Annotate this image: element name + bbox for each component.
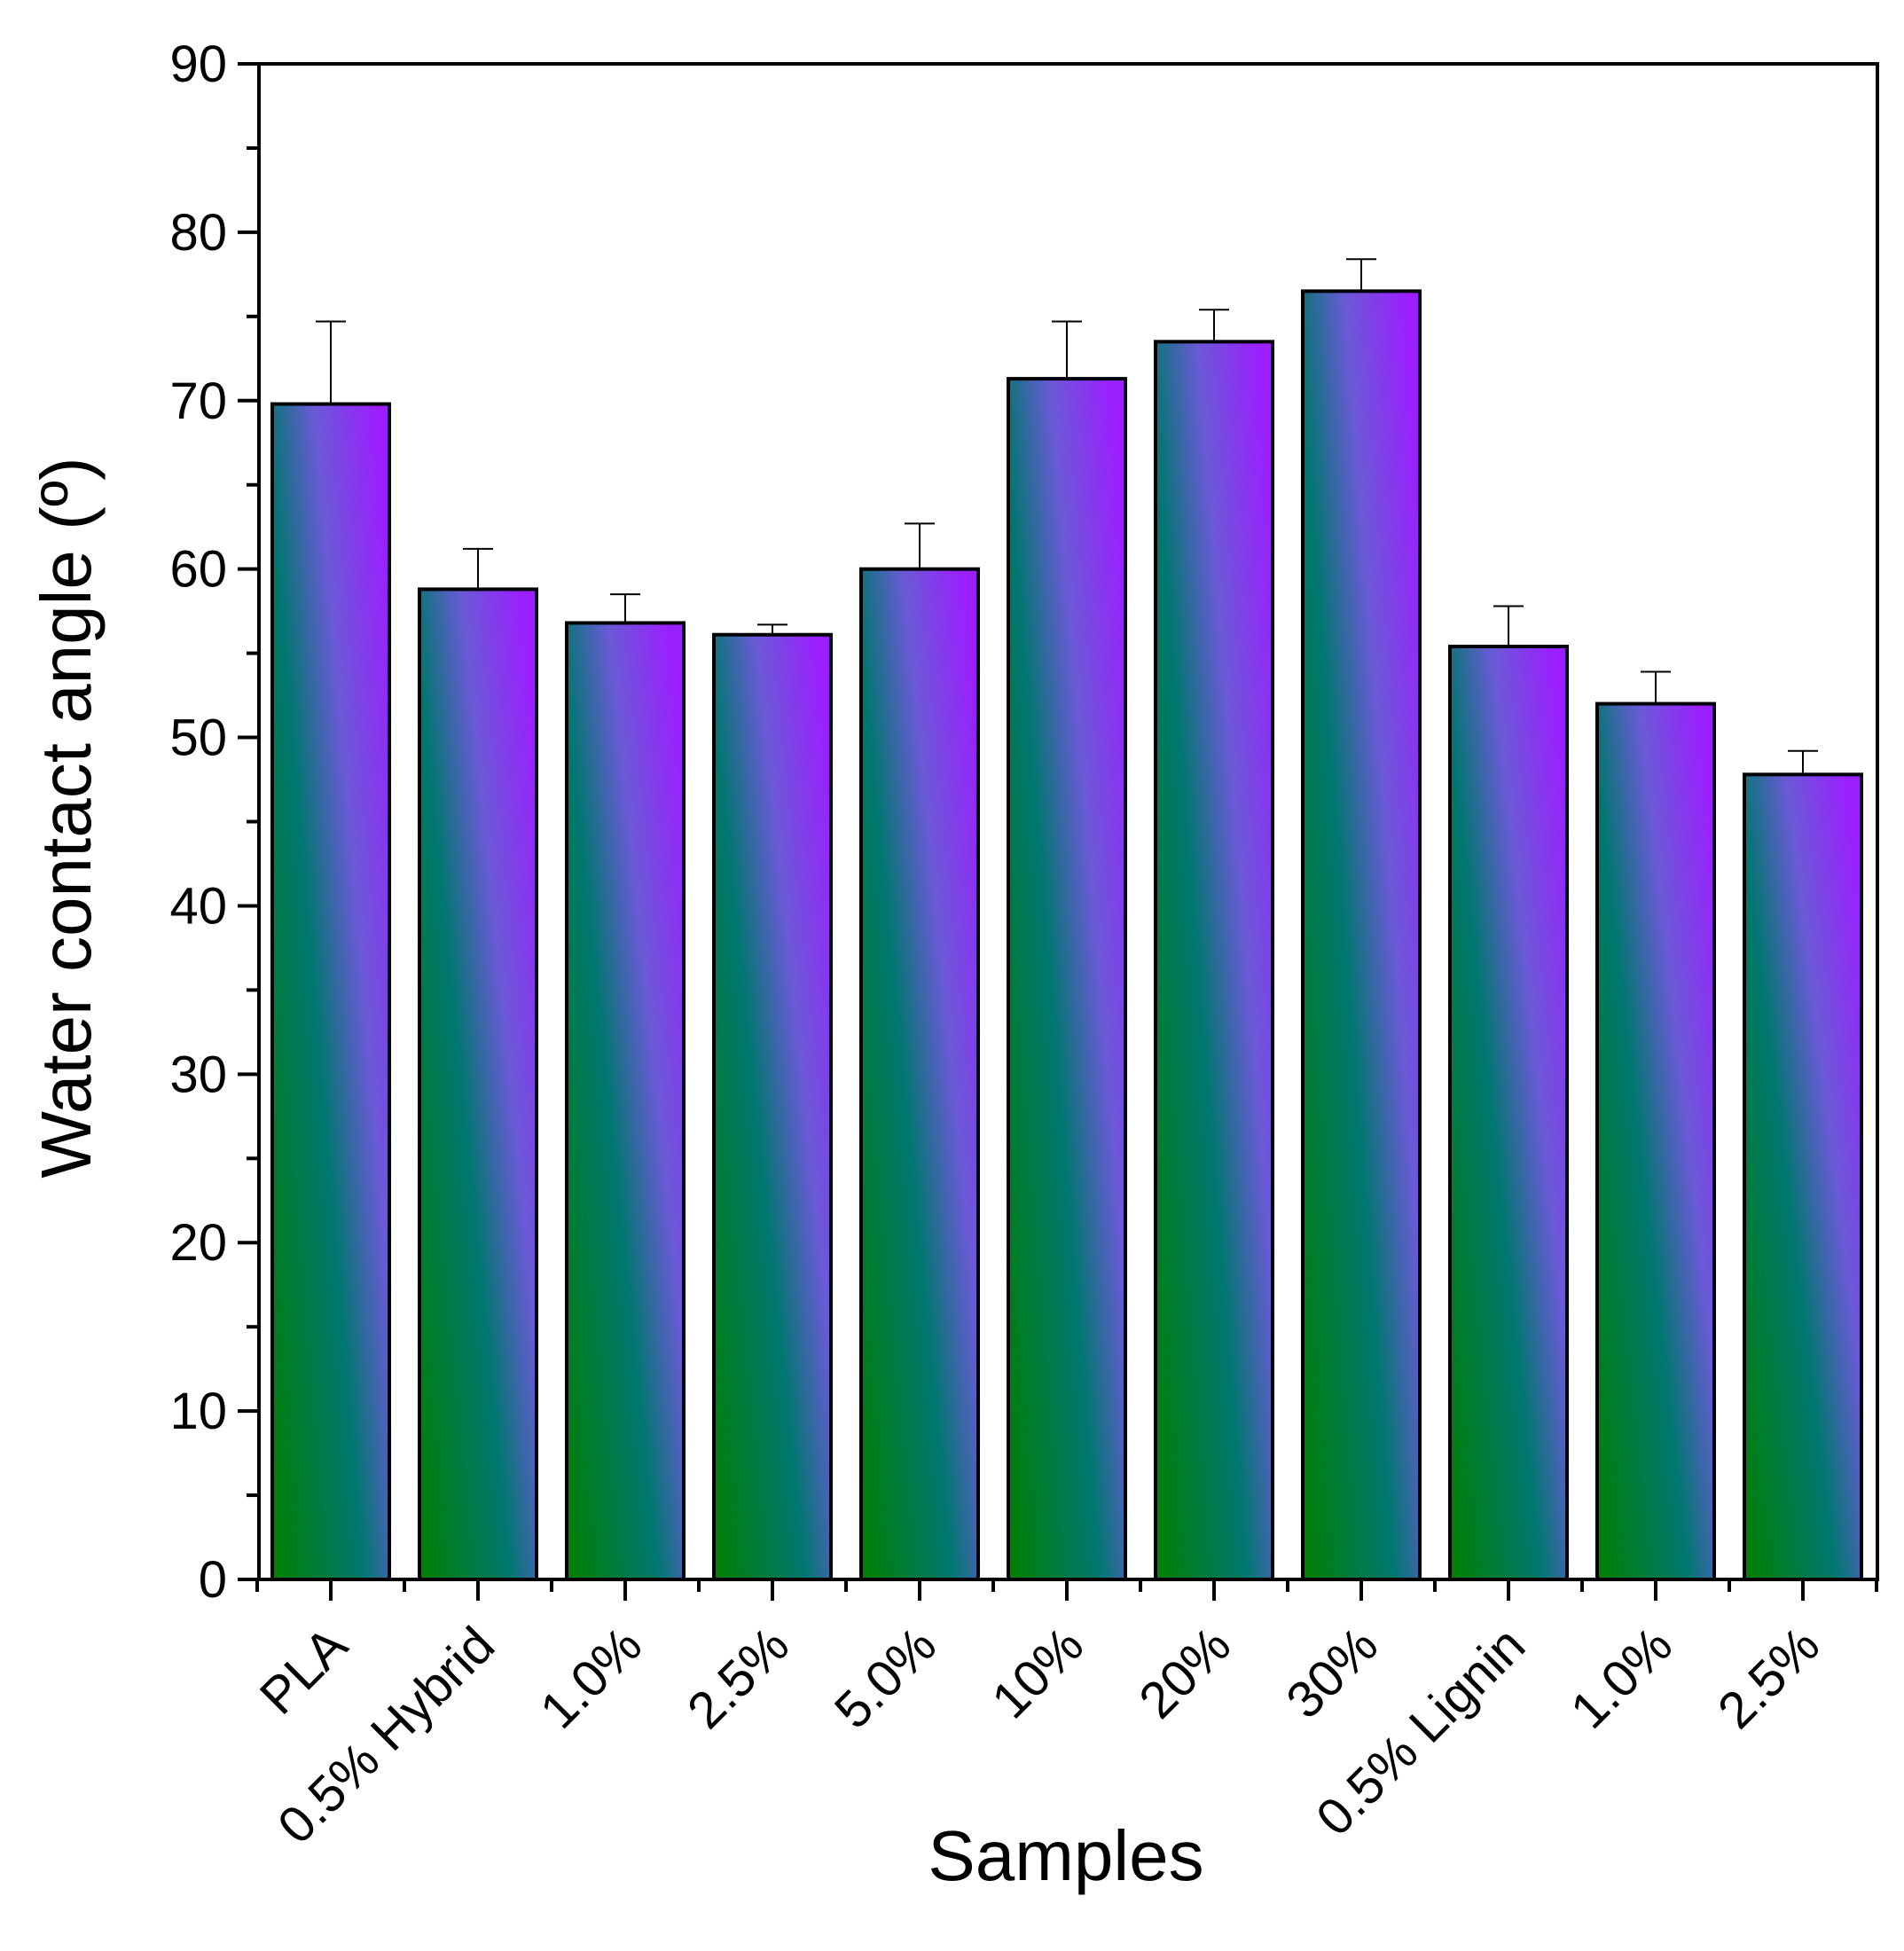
y-tick-label: 80: [169, 204, 227, 262]
x-tick-label: 1.0%: [1560, 1616, 1683, 1739]
bar: [859, 567, 980, 1582]
x-tick-label: 10%: [981, 1616, 1094, 1729]
bar: [1301, 289, 1422, 1582]
x-tick-label: 5.0%: [824, 1616, 947, 1739]
x-tick-label: 30%: [1275, 1616, 1389, 1729]
x-tick-label: 20%: [1128, 1616, 1242, 1729]
y-tick-label: 70: [169, 372, 227, 430]
y-tick-label: 50: [169, 709, 227, 767]
x-tick-label: 2.5%: [677, 1616, 800, 1739]
bar: [1448, 645, 1569, 1582]
y-tick-label: 20: [169, 1214, 227, 1272]
bar: [1743, 772, 1863, 1581]
y-tick-label: 40: [169, 877, 227, 935]
y-tick-label: 0: [199, 1551, 227, 1609]
bar: [565, 621, 686, 1581]
x-tick-label: PLA: [249, 1616, 359, 1726]
y-tick-label: 10: [169, 1383, 227, 1440]
x-tick-label: 1.0%: [529, 1616, 653, 1739]
bar: [1007, 377, 1127, 1582]
y-axis-title: Water contact angle (º): [27, 457, 106, 1178]
axes-layer: [238, 62, 1879, 1601]
y-tick-label: 60: [169, 541, 227, 599]
y-tick-label: 30: [169, 1046, 227, 1103]
y-tick-label: 90: [169, 35, 227, 93]
bar: [1595, 701, 1716, 1581]
bars-layer: [270, 258, 1863, 1582]
bar: [1154, 340, 1274, 1582]
x-axis-title: Samples: [928, 1816, 1203, 1895]
bar: [418, 587, 538, 1581]
x-tick-label: 2.5%: [1707, 1616, 1830, 1739]
bar: [712, 632, 833, 1581]
bar: [270, 402, 391, 1581]
